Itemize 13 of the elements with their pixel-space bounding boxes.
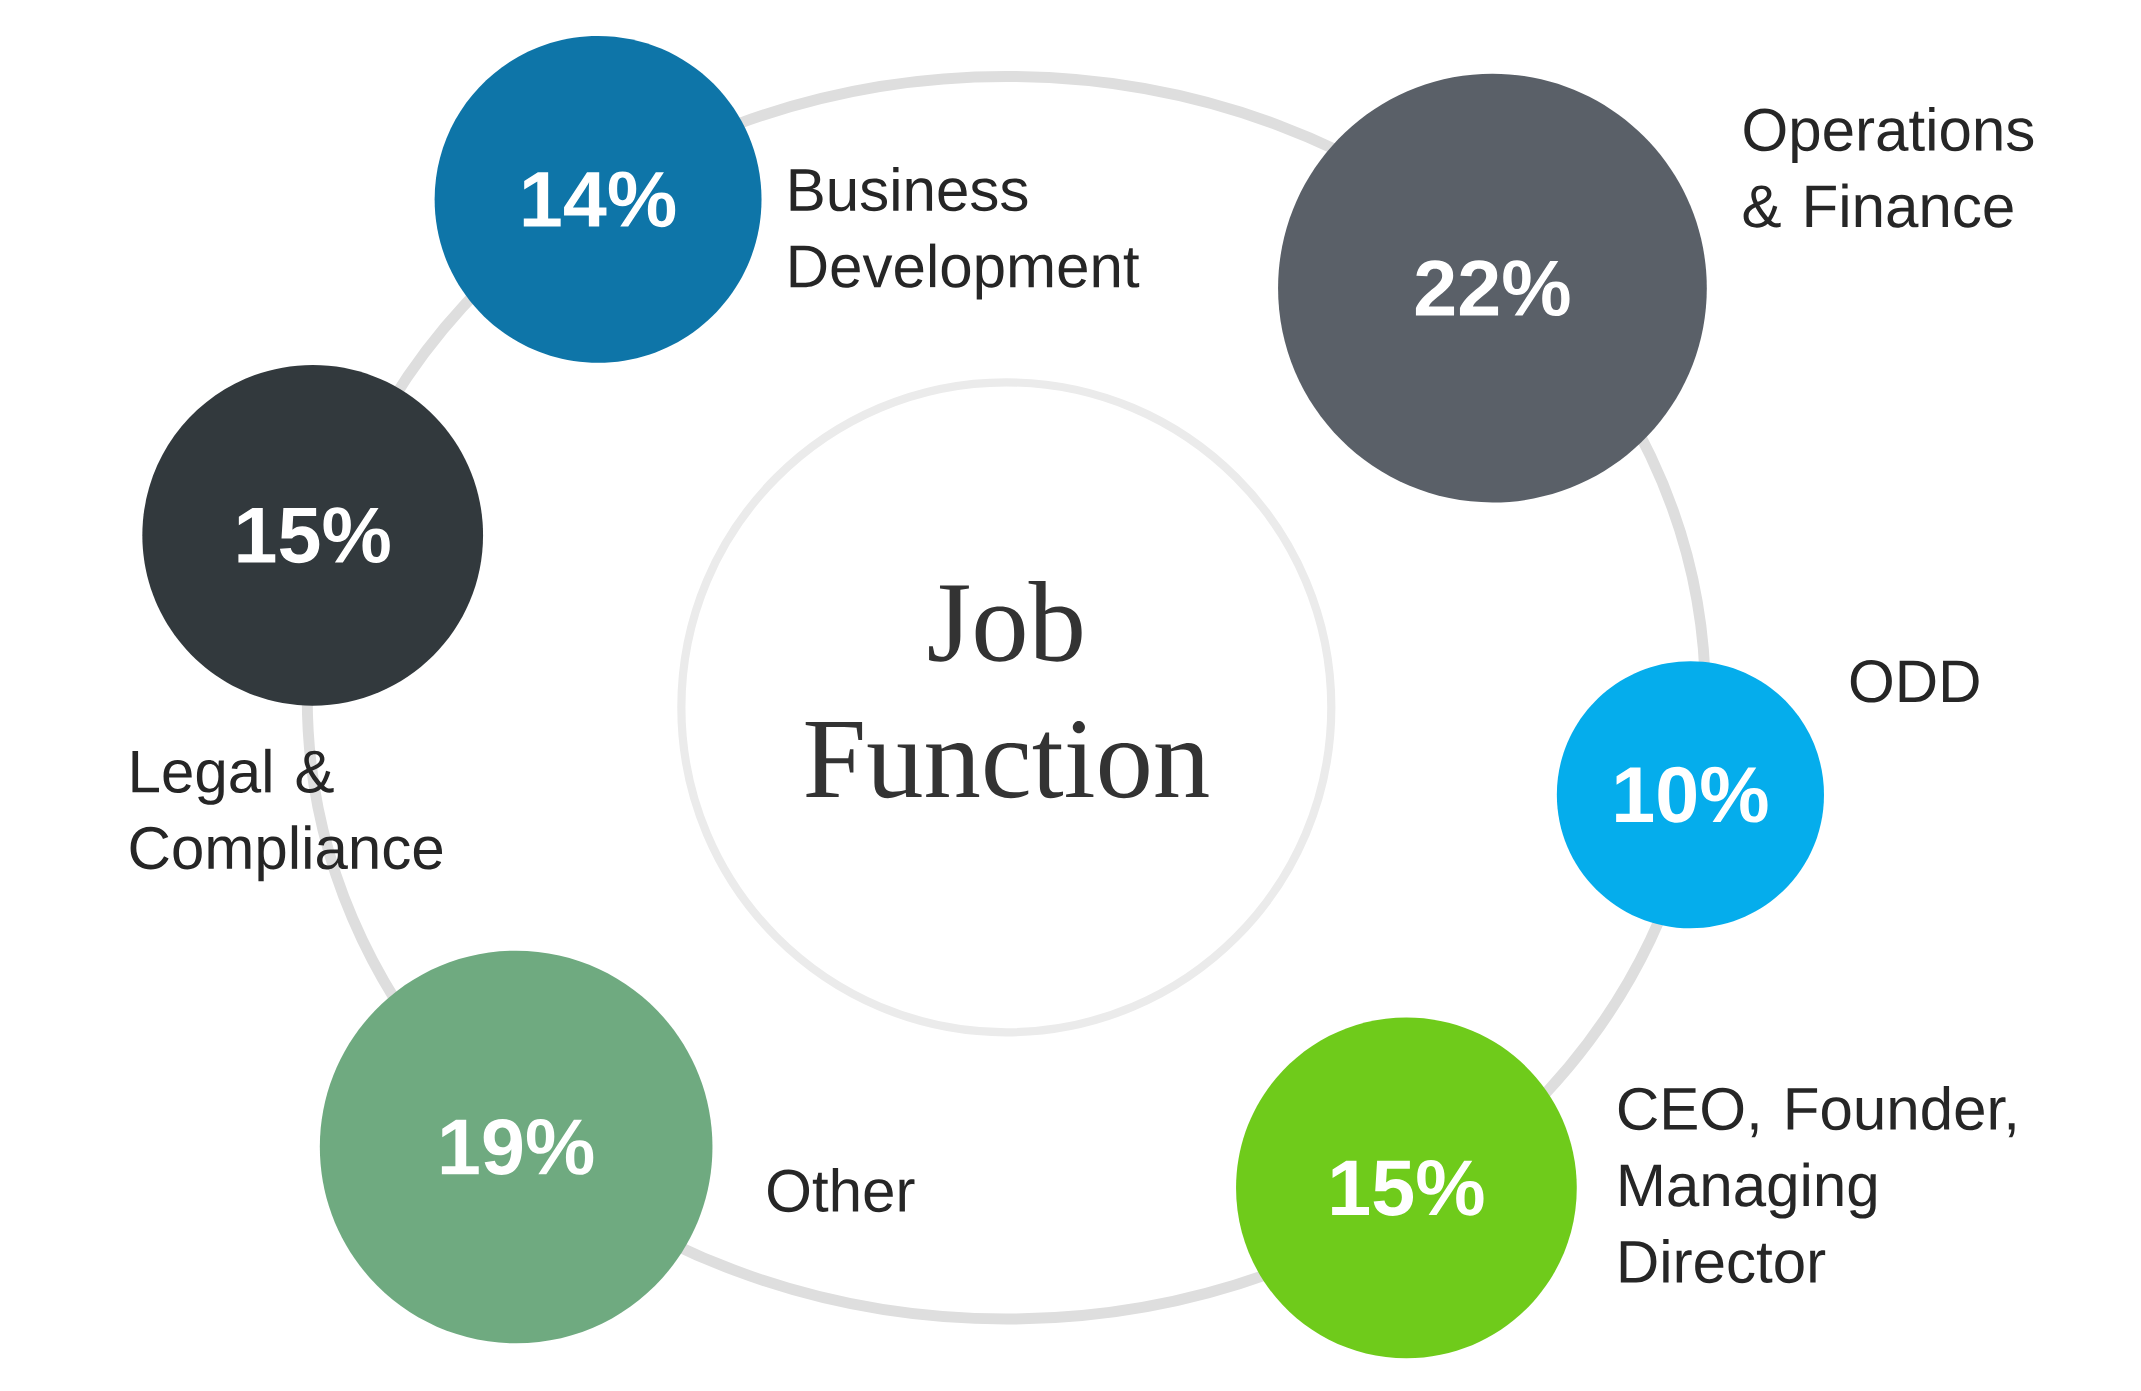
data-label: 22% [1415, 259, 1570, 316]
data-label: 10% [1616, 766, 1768, 823]
category-label: CEO, Founder, Managing Director [1618, 1085, 2015, 1283]
category-label: Operations & Finance [1743, 106, 2034, 228]
text: Job Function [805, 580, 1209, 798]
category-label: Legal & Compliance [130, 748, 443, 882]
data-label: 14% [523, 171, 676, 228]
category-label: Other [768, 1167, 915, 1212]
category-label: Business Development [790, 166, 1140, 300]
data-label: 19% [441, 1118, 594, 1175]
data-label: 15% [238, 507, 390, 564]
data-label: 15% [1332, 1159, 1484, 1216]
category-label: ODD [1850, 659, 1979, 703]
